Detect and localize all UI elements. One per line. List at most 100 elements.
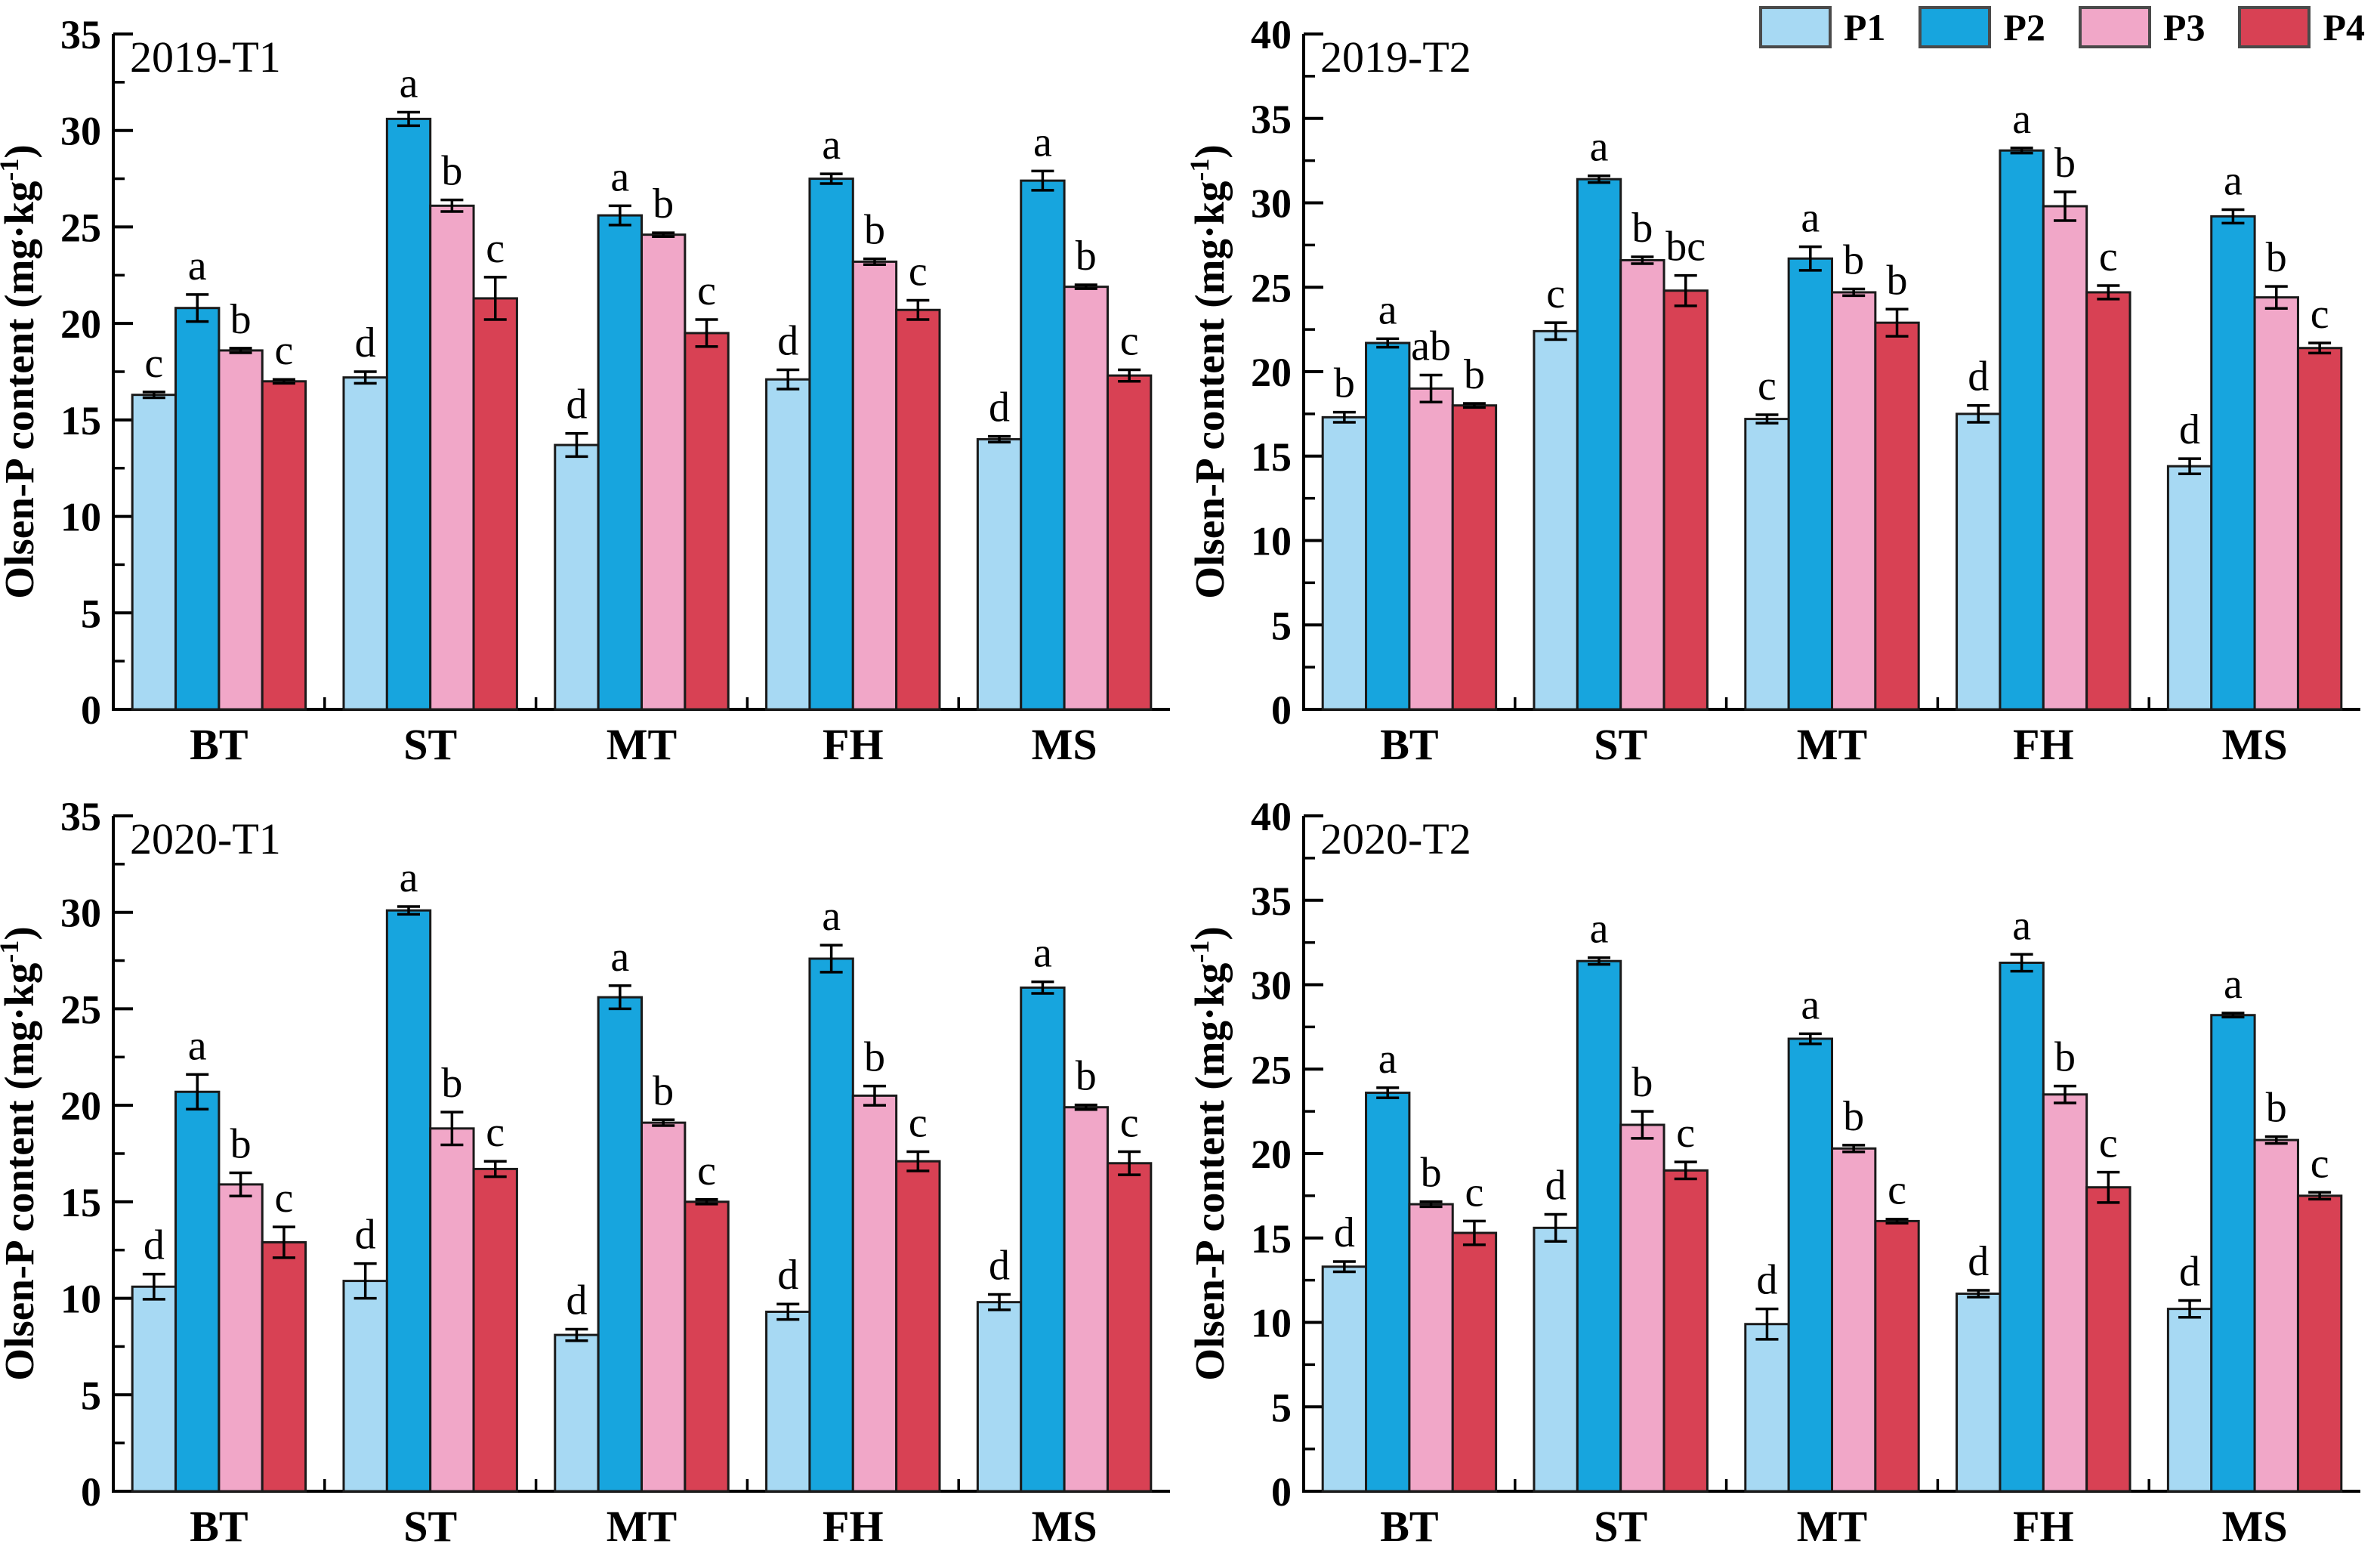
error-bar (186, 1073, 209, 1111)
error-bar (1031, 980, 1054, 995)
significance-letter: c (2311, 1140, 2329, 1187)
significance-letter: b (653, 1067, 674, 1114)
significance-letter: b (1421, 1150, 1442, 1197)
bar-2020-T2-BT-P3 (1408, 1203, 1454, 1493)
chart-2020-T1: 0 5 10 15 20 25 30 35 2020-T1 Olsen-P content (mg… (0, 794, 1170, 1551)
error-bar (1544, 1212, 1567, 1243)
significance-letter: d (1968, 1238, 1989, 1285)
significance-letter: c (1465, 1169, 1484, 1215)
x-category-label: MS (2222, 1502, 2288, 1551)
significance-letter: b (1076, 1053, 1097, 1100)
x-category-label: FH (2013, 720, 2074, 769)
error-bar (1462, 1219, 1486, 1246)
error-bar (397, 110, 421, 128)
significance-letter: c (2311, 291, 2329, 338)
error-bar (1376, 337, 1400, 349)
y-tick-label: 30 (1251, 181, 1292, 227)
error-bar (776, 1302, 800, 1321)
significance-letter: b (864, 1034, 885, 1081)
bar-2019-T1-FH-P4 (895, 308, 941, 711)
legend-swatch-P3 (2078, 6, 2151, 48)
y-tick-label: 20 (1251, 350, 1292, 395)
error-bar (2053, 1084, 2076, 1104)
y-tick-label: 5 (1271, 603, 1292, 648)
bar-2020-T2-BT-P4 (1451, 1231, 1498, 1493)
y-axis-label: Olsen-P content (mg·kg-1) (0, 144, 42, 598)
bar-2019-T1-ST-P3 (429, 204, 475, 711)
significance-letter: a (610, 153, 629, 200)
significance-letter: d (777, 1252, 798, 1299)
x-category-label: ST (403, 720, 457, 769)
significance-letter: d (989, 1242, 1010, 1289)
bar-2019-T2-MS-P3 (2253, 296, 2299, 711)
error-bar (1332, 410, 1356, 424)
significance-letter: c (2099, 1120, 2118, 1167)
significance-letter: d (2179, 1248, 2200, 1295)
bar-2019-T1-MT-P3 (641, 233, 687, 711)
error-bar (1798, 1032, 1822, 1046)
x-category-label: ST (1594, 1502, 1647, 1551)
bar-2019-T1-ST-P4 (472, 297, 518, 711)
error-bar (1419, 1200, 1443, 1209)
error-bar (1755, 413, 1779, 425)
bar-2019-T2-FH-P2 (1999, 149, 2045, 711)
bar-2020-T2-FH-P2 (1999, 961, 2045, 1493)
legend-item-P4: P4 (2238, 6, 2365, 48)
bar-2020-T2-MT-P1 (1744, 1323, 1790, 1493)
bar-2019-T2-ST-P1 (1533, 329, 1579, 711)
y-tick-label: 15 (1251, 1216, 1292, 1262)
error-bar (1755, 1307, 1779, 1341)
significance-letter: c (1888, 1167, 1906, 1214)
significance-letter: c (1676, 1110, 1695, 1157)
significance-letter: a (822, 893, 841, 940)
significance-letter: d (777, 317, 798, 364)
significance-letter: b (230, 296, 252, 343)
error-bar (142, 1272, 165, 1301)
bar-2019-T1-ST-P2 (385, 117, 432, 711)
bar-2019-T2-MT-P3 (1831, 291, 1877, 711)
error-bar (2097, 1170, 2120, 1204)
bar-group-MT: d a bc (1744, 981, 1920, 1493)
error-bar (1842, 287, 1866, 298)
error-bar (2010, 953, 2033, 973)
legend-swatch-P4 (2238, 6, 2311, 48)
error-bar (272, 1225, 295, 1259)
error-bar (440, 1110, 464, 1147)
bar-2019-T1-BT-P3 (218, 349, 264, 711)
bar-2020-T1-MT-P1 (554, 1333, 600, 1493)
significance-letter: b (1843, 1093, 1864, 1140)
bar-2019-T2-MT-P4 (1874, 321, 1920, 711)
bar-2019-T2-BT-P1 (1321, 415, 1368, 711)
significance-letter: b (1334, 360, 1355, 407)
significance-letter: a (610, 934, 629, 981)
significance-letter: d (566, 381, 587, 428)
bar-group-MT: cab b (1744, 195, 1920, 711)
error-bar (906, 298, 930, 321)
significance-letter: a (2224, 961, 2243, 1008)
significance-letter: c (486, 1109, 505, 1156)
significance-letter: c (697, 267, 716, 314)
x-category-label: BT (190, 720, 248, 769)
legend-label: P3 (2162, 6, 2206, 48)
bar-group-FH: d abc (1956, 96, 2132, 711)
bar-2019-T2-BT-P4 (1451, 404, 1498, 711)
y-tick-label: 15 (60, 398, 101, 443)
chart-panel-top-left: 0 5 10 15 20 25 30 35 2019-T1 Olsen-P content (mg… (0, 0, 1190, 781)
chart-2019-T2: 0 5 10 15 20 25 30 35 40 2019-T2 Olsen-P content (… (1190, 12, 2360, 769)
significance-letter: d (1968, 354, 1989, 400)
legend-swatch-P2 (1919, 6, 1992, 48)
bar-2020-T1-MT-P3 (641, 1121, 687, 1493)
y-tick-label: 35 (1251, 879, 1292, 924)
y-tick-label: 30 (1251, 963, 1292, 1009)
error-bar (2010, 147, 2033, 155)
error-bar (608, 204, 631, 227)
error-bar (1419, 373, 1443, 403)
bar-2019-T2-FH-P3 (2042, 205, 2088, 711)
chart-panel-bottom-left: 0 5 10 15 20 25 30 35 2020-T1 Olsen-P content (mg… (0, 782, 1190, 1563)
bar-2020-T2-BT-P2 (1365, 1092, 1411, 1493)
x-category-label: MT (607, 1502, 677, 1551)
error-bar (1674, 273, 1697, 307)
error-bar (483, 1160, 507, 1178)
